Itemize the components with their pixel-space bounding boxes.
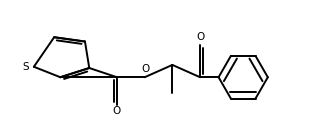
Text: O: O (196, 32, 204, 42)
Text: O: O (142, 64, 150, 74)
Text: S: S (23, 62, 29, 72)
Text: O: O (113, 106, 121, 116)
